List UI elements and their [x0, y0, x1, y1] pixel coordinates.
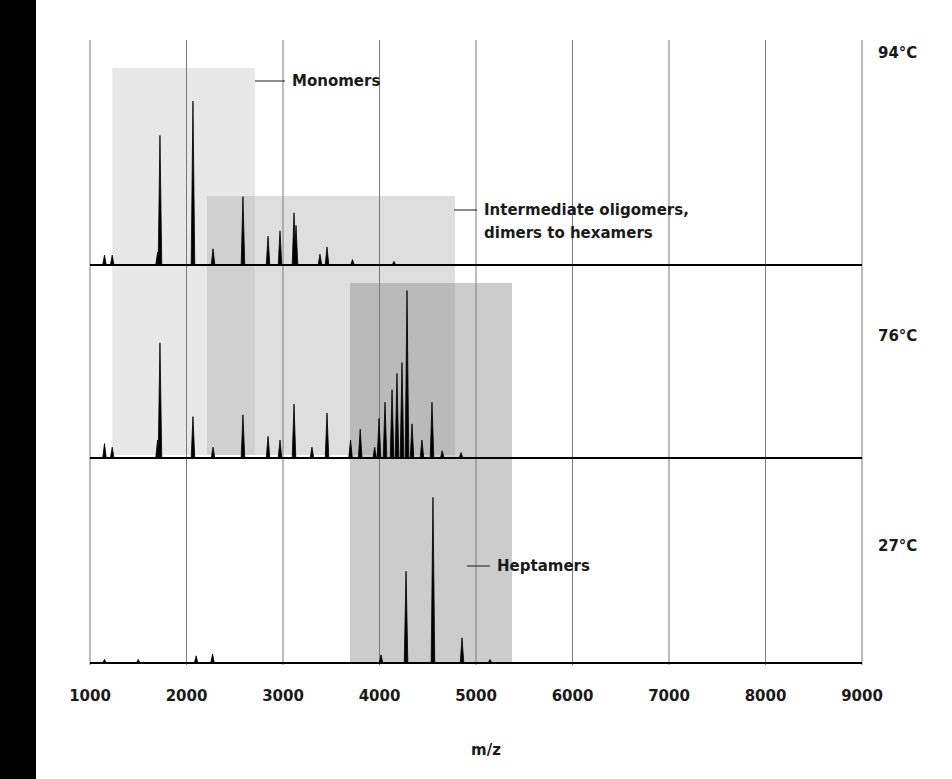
peak: [136, 659, 140, 663]
peak: [459, 453, 463, 458]
series-label: 94°C: [878, 44, 917, 62]
peak: [241, 197, 245, 265]
leader-line: [454, 210, 477, 211]
peak: [110, 447, 114, 458]
peak: [278, 440, 282, 458]
peak: [349, 440, 353, 458]
grid-line: [379, 40, 380, 665]
x-tick-label: 5000: [455, 687, 497, 705]
x-tick-label: 8000: [745, 687, 787, 705]
peak: [390, 390, 394, 458]
annotation-label: Monomers: [292, 72, 380, 90]
baseline: [90, 662, 862, 664]
peak: [325, 413, 329, 458]
peak: [310, 447, 314, 458]
peak: [278, 231, 282, 265]
peak: [211, 447, 215, 458]
left-band: [0, 0, 36, 779]
peak: [379, 655, 383, 663]
grid-line: [862, 40, 863, 665]
peak: [266, 436, 270, 458]
peak: [158, 135, 162, 265]
peak: [110, 255, 114, 265]
series-label: 76°C: [878, 327, 917, 345]
peak: [292, 404, 296, 458]
series-label: 27°C: [878, 537, 917, 555]
grid: [90, 40, 862, 665]
peak: [377, 418, 381, 458]
peak: [440, 451, 444, 458]
peak: [158, 343, 162, 458]
baseline: [90, 457, 862, 459]
leader-line: [255, 81, 285, 82]
grid-line: [186, 40, 187, 665]
region: [350, 283, 512, 663]
peak: [103, 444, 107, 458]
peak: [431, 497, 435, 663]
peak: [392, 261, 396, 265]
leader-line: [467, 566, 490, 567]
peak: [404, 571, 408, 663]
regions: [112, 68, 512, 663]
baseline: [90, 264, 862, 266]
grid-line: [669, 40, 670, 665]
peak: [194, 656, 198, 663]
spectra: [90, 101, 862, 663]
peak: [400, 363, 404, 458]
grid-line: [283, 40, 284, 665]
peak: [410, 424, 414, 458]
peak: [395, 373, 399, 458]
x-tick-label: 2000: [166, 687, 208, 705]
peak: [318, 254, 322, 265]
x-tick-label: 3000: [262, 687, 304, 705]
chart: 94°C 76°C 27°C Monomers Intermediate oligome…: [0, 0, 952, 779]
x-tick-label: 7000: [648, 687, 690, 705]
x-ticks: 1000 2000 3000 4000 5000 6000 7000 8000 9000: [69, 687, 883, 705]
x-tick-label: 4000: [359, 687, 401, 705]
peak: [383, 402, 387, 458]
peak: [103, 659, 107, 663]
peak: [460, 638, 464, 663]
peak: [430, 402, 434, 458]
x-tick-label: 9000: [841, 687, 883, 705]
annotations: Monomers Intermediate oligomers,dimers to…: [255, 72, 689, 575]
peak: [373, 447, 377, 458]
peak: [358, 429, 362, 458]
annotation-label: Intermediate oligomers,dimers to hexamer…: [484, 201, 689, 242]
annotation-label: Heptamers: [497, 557, 590, 575]
x-tick-label: 1000: [69, 687, 111, 705]
peak: [211, 654, 215, 663]
peak: [351, 260, 355, 265]
grid-line: [476, 40, 477, 665]
grid-line: [90, 40, 91, 665]
peak: [103, 255, 107, 265]
peak: [420, 440, 424, 458]
peak: [191, 417, 195, 458]
peak: [488, 659, 492, 663]
peak: [294, 225, 298, 265]
series-labels: 94°C 76°C 27°C: [878, 44, 917, 555]
peak: [266, 236, 270, 265]
x-axis-title: m/z: [471, 741, 501, 759]
peak: [325, 247, 329, 265]
peak: [191, 101, 195, 265]
peak: [241, 415, 245, 458]
x-tick-label: 6000: [552, 687, 594, 705]
peak: [405, 291, 409, 458]
grid-line: [765, 40, 766, 665]
peak: [211, 249, 215, 265]
